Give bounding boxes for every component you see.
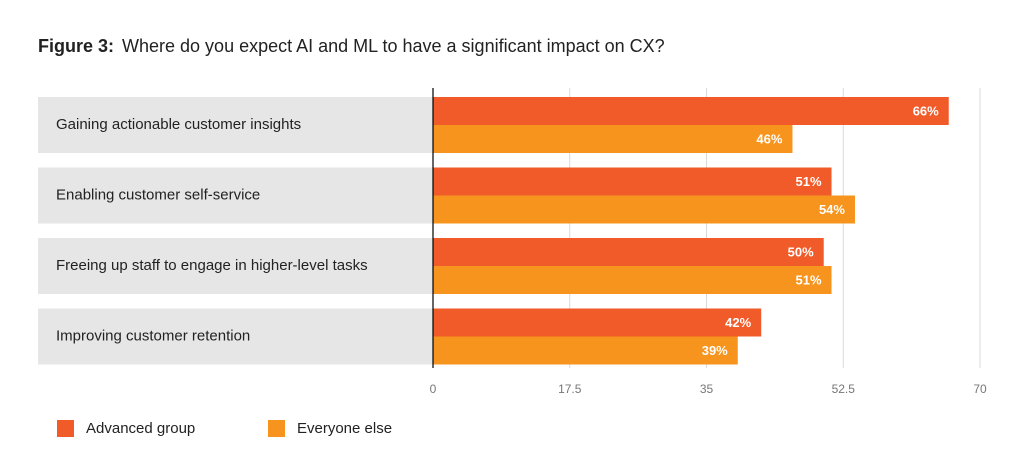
category-band [38,238,433,294]
category-band [38,167,433,224]
category-label: Improving customer retention [56,327,250,344]
x-tick-label: 52.5 [832,382,856,396]
bar [433,266,832,294]
bar [433,195,855,224]
value-label: 51% [795,174,821,189]
category-label: Enabling customer self-service [56,186,260,203]
value-label: 66% [913,103,939,118]
chart-title: Figure 3: Where do you expect AI and ML t… [38,36,665,56]
value-label: 42% [725,315,751,330]
bar [433,238,824,266]
legend-label: Advanced group [86,420,195,437]
bar [433,125,793,153]
figure-label: Figure 3: [38,36,114,56]
bar [433,308,762,337]
category-band [38,308,433,365]
x-tick-label: 0 [430,382,437,396]
legend-swatch [268,420,285,437]
value-label: 39% [702,343,728,358]
bar [433,336,738,365]
bar [433,167,832,196]
category-band [38,97,433,153]
bar [433,97,949,125]
value-label: 54% [819,202,845,217]
x-tick-label: 35 [700,382,714,396]
legend-label: Everyone else [297,420,392,437]
category-label: Freeing up staff to engage in higher-lev… [56,257,368,274]
value-label: 50% [788,244,814,259]
x-tick-label: 17.5 [558,382,582,396]
title-text: Where do you expect AI and ML to have a … [122,36,665,56]
legend-swatch [57,420,74,437]
x-tick-label: 70 [973,382,987,396]
value-label: 46% [756,131,782,146]
category-label: Gaining actionable customer insights [56,116,301,133]
value-label: 51% [795,272,821,287]
